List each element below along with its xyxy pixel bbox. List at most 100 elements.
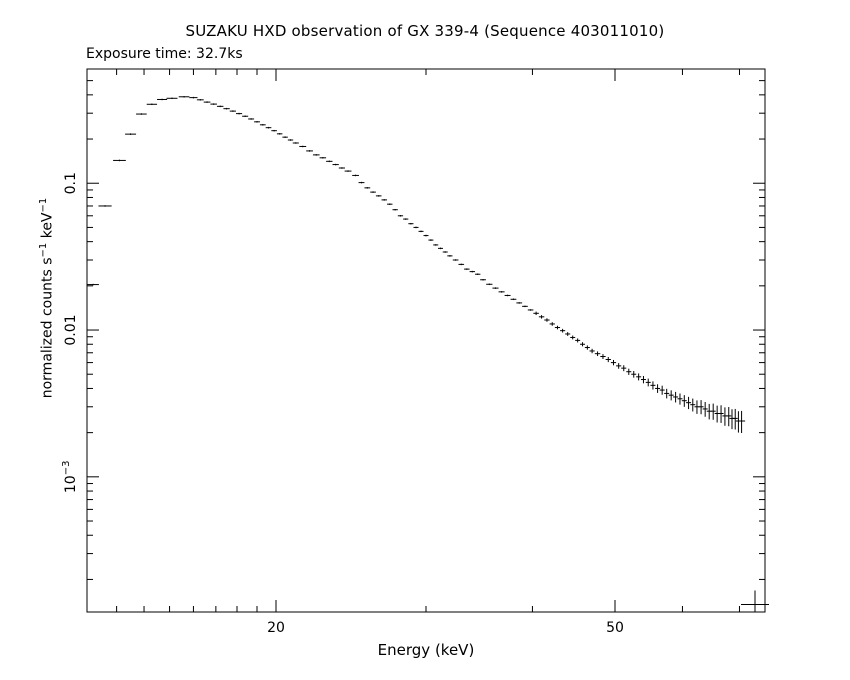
data-point (486, 283, 493, 286)
data-point (265, 126, 272, 129)
data-point (570, 335, 576, 340)
data-point (492, 287, 499, 289)
data-point (216, 105, 224, 108)
data-point (423, 234, 429, 237)
data-point (533, 311, 539, 316)
data-point (710, 403, 716, 420)
data-point (352, 174, 359, 177)
data-point (189, 96, 198, 99)
data-point (664, 388, 670, 399)
data-point (589, 348, 595, 354)
data-point (229, 110, 236, 112)
data-point (254, 121, 260, 123)
data-point (732, 408, 738, 430)
data-point (549, 322, 555, 326)
data-point (433, 244, 439, 246)
data-point (668, 390, 674, 401)
data-point (259, 124, 266, 126)
y-axis-label-sup2: −1 (38, 197, 49, 213)
data-point (242, 115, 249, 118)
data-point (498, 291, 505, 293)
data-point (125, 133, 137, 135)
data-point (428, 239, 434, 241)
data-point (516, 302, 523, 304)
data-point (475, 273, 481, 275)
x-tick-label: 50 (606, 620, 624, 636)
data-point (306, 150, 313, 152)
data-point (364, 187, 371, 189)
data-point (157, 98, 168, 101)
data-point (326, 160, 333, 163)
data-point (299, 145, 307, 148)
y-axis-label-text: normalized counts s (39, 257, 56, 399)
data-point (413, 226, 419, 229)
data-point (616, 363, 622, 369)
data-point (358, 181, 365, 184)
data-point (650, 381, 656, 390)
data-point (442, 251, 448, 253)
data-point (447, 255, 453, 257)
data-point (636, 373, 642, 381)
data-point (235, 112, 243, 115)
data-point (677, 393, 683, 405)
data-point (375, 195, 382, 197)
y-axis-label: normalized counts s−1 keV−1 (34, 128, 56, 468)
data-point (248, 118, 255, 120)
data-point (292, 142, 299, 144)
data-point (418, 230, 424, 233)
data-point (480, 279, 486, 281)
data-point (504, 294, 511, 297)
plot-frame (86, 68, 766, 613)
data-point (738, 410, 746, 433)
data-point (344, 170, 352, 172)
data-point (681, 395, 687, 407)
data-point (594, 351, 601, 357)
data-point (203, 101, 211, 103)
data-point (554, 325, 561, 330)
data-point (319, 157, 327, 159)
data-point (522, 305, 528, 308)
data-point (580, 342, 586, 347)
chart-title: SUZAKU HXD observation of GX 339-4 (Sequ… (185, 22, 665, 40)
data-point (538, 315, 545, 319)
data-point (276, 133, 283, 135)
data-point (714, 405, 720, 423)
data-point (600, 354, 606, 359)
data-point (640, 375, 646, 384)
data-point (690, 398, 696, 412)
data-point (610, 359, 617, 366)
data-point (136, 113, 147, 115)
data-point (729, 409, 735, 430)
x-axis-label: Energy (keV) (377, 641, 475, 659)
data-point (510, 298, 517, 301)
data-point-last (741, 590, 770, 612)
data-point (178, 96, 190, 98)
data-point (408, 222, 414, 225)
exposure-time-label: Exposure time: 32.7ks (86, 46, 243, 62)
data-point (722, 407, 728, 426)
data-point (735, 411, 741, 433)
data-point (621, 365, 627, 372)
data-point (166, 97, 178, 100)
data-point (438, 247, 444, 250)
data-point (403, 218, 409, 220)
y-axis-label-mid: keV (39, 212, 56, 243)
data-point (626, 368, 632, 375)
data-point (698, 400, 704, 415)
data-point (560, 328, 566, 333)
data-point (673, 391, 679, 403)
data-point (392, 208, 398, 211)
data-point (726, 407, 732, 427)
y-tick-label: 0.01 (63, 314, 79, 345)
data-point (370, 191, 376, 193)
data-point (702, 401, 708, 417)
y-axis-label-sup1: −1 (38, 242, 49, 258)
data-point (458, 263, 465, 266)
data-point (381, 199, 388, 201)
data-point (146, 103, 158, 106)
data-point (271, 129, 277, 132)
data-point (87, 283, 99, 286)
data-point (332, 163, 339, 166)
data-point (655, 384, 661, 393)
data-point (312, 154, 320, 156)
